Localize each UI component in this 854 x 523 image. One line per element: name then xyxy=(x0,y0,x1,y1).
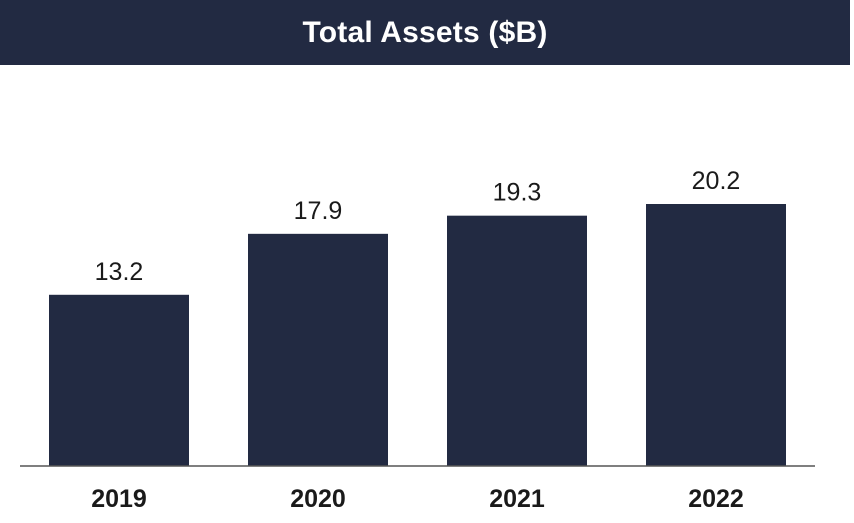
bar-2020 xyxy=(248,233,388,466)
bar-2022 xyxy=(646,204,786,466)
data-label-2022: 20.2 xyxy=(692,167,741,195)
bar-2021 xyxy=(447,215,587,466)
x-tick-label-2022: 2022 xyxy=(688,485,744,513)
x-tick-label-2021: 2021 xyxy=(489,485,545,513)
bar-2019 xyxy=(49,294,189,466)
x-tick-label-2020: 2020 xyxy=(290,485,346,513)
data-label-2020: 17.9 xyxy=(294,197,343,225)
data-label-2021: 19.3 xyxy=(493,179,542,207)
x-tick-label-2019: 2019 xyxy=(91,485,147,513)
chart-title: Total Assets ($B) xyxy=(302,15,548,49)
chart-title-bar: Total Assets ($B) xyxy=(0,0,850,65)
data-label-2019: 13.2 xyxy=(95,258,144,286)
